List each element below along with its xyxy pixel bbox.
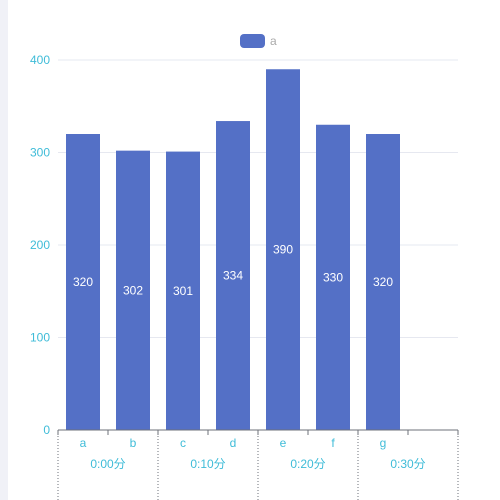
y-tick-label: 400 xyxy=(30,53,50,67)
bar xyxy=(166,151,200,430)
y-tick-label: 300 xyxy=(30,146,50,160)
bar xyxy=(116,150,150,430)
bar-labels: 320 302 301 334 390 330 320 xyxy=(73,243,393,298)
bar-value-label: 320 xyxy=(73,275,93,289)
legend-label[interactable]: a xyxy=(270,34,277,48)
x-tick-label: c xyxy=(180,436,186,450)
group-time-label: 0:00分 xyxy=(90,457,125,471)
bar-value-label: 301 xyxy=(173,284,193,298)
axes: 0 100 200 300 400 a b c d e f g 0:00分 0:10分 0:20分 0:30分 xyxy=(30,53,459,500)
x-tick-label: g xyxy=(380,436,387,450)
x-tick-label: b xyxy=(130,436,137,450)
x-tick-label: d xyxy=(230,436,237,450)
x-tick-label: f xyxy=(331,436,335,450)
bar xyxy=(266,69,300,430)
bar-value-label: 330 xyxy=(323,270,343,284)
bar xyxy=(216,121,250,431)
bars xyxy=(66,69,400,431)
y-tick-label: 200 xyxy=(30,238,50,252)
bar xyxy=(66,134,100,430)
left-edge-strip xyxy=(0,0,8,500)
group-time-label: 0:20分 xyxy=(290,457,325,471)
x-tick-label: e xyxy=(280,436,287,450)
bar xyxy=(316,124,350,430)
y-tick-label: 0 xyxy=(43,423,50,437)
bar xyxy=(366,134,400,430)
bar-value-label: 320 xyxy=(373,275,393,289)
group-time-label: 0:10分 xyxy=(190,457,225,471)
bar-value-label: 390 xyxy=(273,243,293,257)
legend-swatch[interactable] xyxy=(240,34,265,48)
group-time-label: 0:30分 xyxy=(390,457,425,471)
legend[interactable]: a xyxy=(240,34,277,48)
y-tick-label: 100 xyxy=(30,331,50,345)
bar-value-label: 302 xyxy=(123,283,143,297)
bar-value-label: 334 xyxy=(223,269,243,283)
x-tick-label: a xyxy=(80,436,87,450)
